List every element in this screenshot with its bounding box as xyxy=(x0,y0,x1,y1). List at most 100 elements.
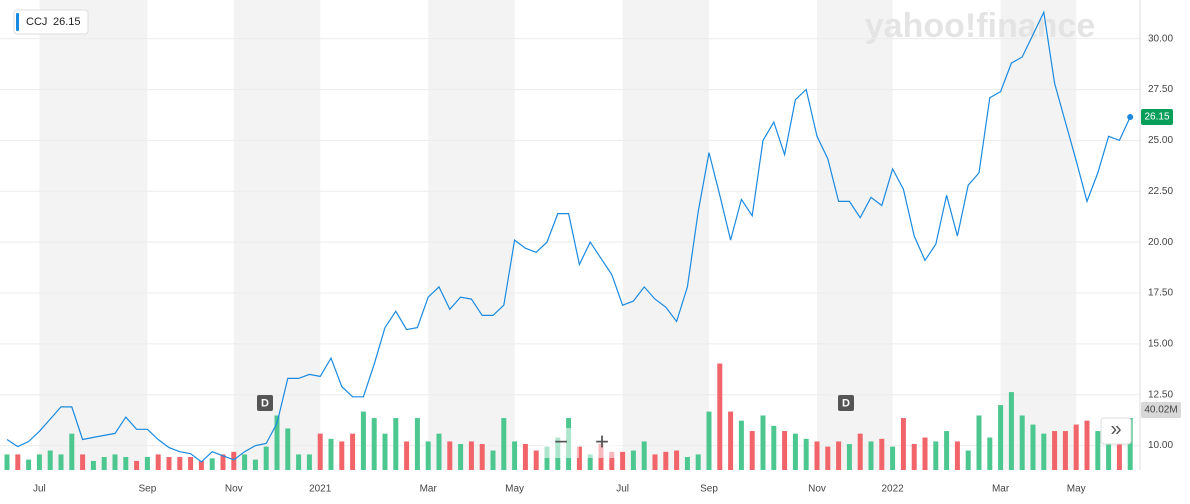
volume-bar xyxy=(1116,444,1122,470)
volume-bar xyxy=(782,431,788,470)
price-tag-label: 26.15 xyxy=(1144,112,1169,123)
volume-bar xyxy=(339,441,345,470)
volume-bar xyxy=(976,415,982,470)
volume-bar xyxy=(954,441,960,470)
zoom-button[interactable] xyxy=(543,428,579,458)
volume-bar xyxy=(501,418,507,470)
volume-bar xyxy=(587,454,593,470)
volume-bar xyxy=(1095,431,1101,470)
volume-bar xyxy=(663,451,669,470)
volume-bar xyxy=(90,460,96,470)
volume-bar xyxy=(998,405,1004,470)
volume-bar xyxy=(458,444,464,470)
volume-bar xyxy=(987,437,993,470)
zoom-button[interactable] xyxy=(584,428,620,458)
volume-bar xyxy=(900,418,906,470)
volume-bar xyxy=(890,446,896,470)
volume-bar xyxy=(868,441,874,470)
y-tick-label: 10.00 xyxy=(1148,440,1173,451)
x-tick-label: Nov xyxy=(225,484,243,495)
volume-bar xyxy=(933,441,939,470)
x-tick-label: Mar xyxy=(420,484,438,495)
legend-box xyxy=(13,9,89,35)
volume-bar xyxy=(47,450,53,470)
y-tick-label: 25.00 xyxy=(1148,135,1173,146)
volume-bar xyxy=(252,459,258,470)
x-tick-label: Jul xyxy=(616,484,629,495)
volume-bar xyxy=(134,460,140,470)
volume-bar xyxy=(522,444,528,470)
volume-bar xyxy=(684,457,690,470)
volume-bar xyxy=(490,450,496,470)
volume-bar xyxy=(609,451,615,470)
month-band xyxy=(428,0,515,470)
y-tick-label: 20.00 xyxy=(1148,237,1173,248)
volume-bar xyxy=(1008,392,1014,470)
volume-bar xyxy=(123,457,129,470)
volume-bar xyxy=(533,450,539,470)
x-tick-label: Jul xyxy=(33,484,46,495)
x-tick-label: 2022 xyxy=(881,484,904,495)
volume-tag-label: 40.02M xyxy=(1144,405,1177,416)
dividend-label: D xyxy=(261,397,269,409)
y-tick-label: 27.50 xyxy=(1148,84,1173,95)
volume-bar xyxy=(825,446,831,470)
volume-bar xyxy=(479,444,485,470)
price-tag xyxy=(1141,108,1173,125)
volume-bar xyxy=(36,454,42,470)
y-tick-label: 17.50 xyxy=(1148,288,1173,299)
x-tick-label: May xyxy=(505,484,524,495)
volume-bar xyxy=(674,450,680,470)
volume-bar xyxy=(188,457,194,470)
volume-tag xyxy=(1141,402,1181,419)
volume-bar xyxy=(641,441,647,470)
legend-name: CCJ xyxy=(26,16,47,28)
volume-bar xyxy=(576,446,582,470)
x-tick-label: Sep xyxy=(139,484,157,495)
volume-bar xyxy=(242,454,248,470)
volume-bar xyxy=(350,433,356,470)
volume-bar xyxy=(1084,420,1090,470)
month-band xyxy=(233,0,321,470)
volume-bar xyxy=(620,451,626,470)
x-tick-label: Sep xyxy=(700,484,718,495)
volume-bar xyxy=(1041,433,1047,470)
scroll-label: » xyxy=(1110,418,1121,440)
month-band xyxy=(622,0,709,470)
volume-bar xyxy=(749,431,755,470)
volume-bar xyxy=(414,418,420,470)
volume-bar xyxy=(101,457,107,470)
volume-bar xyxy=(166,457,172,470)
volume-bar xyxy=(58,454,64,470)
volume-bar xyxy=(706,411,712,470)
volume-bar xyxy=(360,411,366,470)
volume-bar xyxy=(1106,444,1112,470)
volume-bar xyxy=(468,441,474,470)
volume-bar xyxy=(317,433,323,470)
volume-bar xyxy=(512,441,518,470)
volume-bar xyxy=(965,450,971,470)
volume-bar xyxy=(382,433,388,470)
legend-swatch xyxy=(16,13,19,31)
volume-bar xyxy=(630,450,636,470)
volume-bar xyxy=(436,433,442,470)
y-tick-label: 22.50 xyxy=(1148,186,1173,197)
x-tick-label: Mar xyxy=(992,484,1010,495)
y-tick-label: 30.00 xyxy=(1148,33,1173,44)
volume-bar xyxy=(209,458,215,470)
month-band xyxy=(817,0,893,470)
month-band xyxy=(39,0,148,470)
volume-bar xyxy=(814,441,820,470)
dividend-marker[interactable] xyxy=(838,395,854,411)
volume-bar xyxy=(26,459,32,470)
volume-bar xyxy=(231,451,237,470)
volume-bar xyxy=(695,454,701,470)
volume-bar xyxy=(69,433,75,470)
volume-bar xyxy=(220,454,226,470)
volume-bar xyxy=(393,418,399,470)
volume-bar xyxy=(144,457,150,470)
scroll-button[interactable] xyxy=(1100,417,1132,445)
volume-bar xyxy=(4,454,10,470)
dividend-marker[interactable] xyxy=(257,395,273,411)
volume-bar xyxy=(112,454,118,470)
